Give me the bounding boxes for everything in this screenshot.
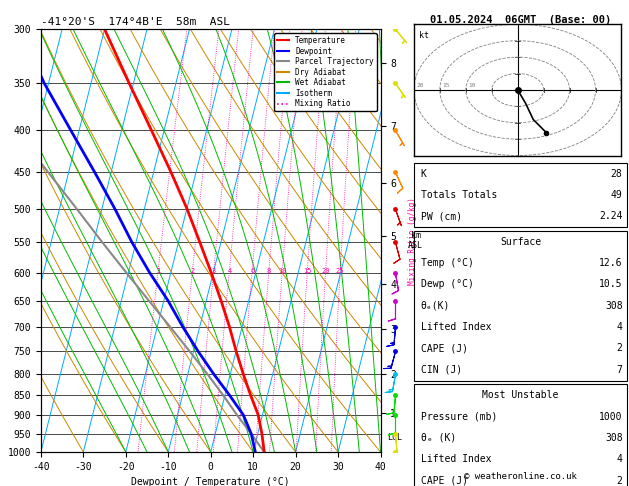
Bar [414,163,627,227]
Text: θₑ (K): θₑ (K) [421,433,456,443]
Text: CIN (J): CIN (J) [421,365,462,375]
Text: 308: 308 [605,301,623,311]
Text: Lifted Index: Lifted Index [421,322,491,332]
Text: K: K [421,169,426,178]
Text: 10: 10 [469,83,476,87]
Text: 2: 2 [616,344,623,353]
Text: Totals Totals: Totals Totals [421,190,497,200]
Bar [414,384,627,486]
Text: © weatheronline.co.uk: © weatheronline.co.uk [464,472,577,481]
Text: 25: 25 [336,268,345,274]
Text: LCL: LCL [387,433,403,442]
Text: 2: 2 [191,268,194,274]
Text: CAPE (J): CAPE (J) [421,344,468,353]
Text: 12.6: 12.6 [599,258,623,268]
Text: 7: 7 [616,365,623,375]
Text: 28: 28 [611,169,623,178]
Legend: Temperature, Dewpoint, Parcel Trajectory, Dry Adiabat, Wet Adiabat, Isotherm, Mi: Temperature, Dewpoint, Parcel Trajectory… [274,33,377,111]
Text: 2: 2 [616,476,623,486]
Text: 10.5: 10.5 [599,279,623,289]
Y-axis label: km
ASL: km ASL [408,231,423,250]
Text: 1: 1 [156,268,160,274]
Text: Temp (°C): Temp (°C) [421,258,474,268]
Bar [414,231,627,381]
Text: CAPE (J): CAPE (J) [421,476,468,486]
Text: 3: 3 [211,268,216,274]
Text: -41°20'S  174°4B'E  58m  ASL: -41°20'S 174°4B'E 58m ASL [41,17,230,27]
Text: 8: 8 [267,268,271,274]
Text: 15: 15 [303,268,311,274]
Text: Lifted Index: Lifted Index [421,454,491,464]
Text: kt: kt [419,31,429,40]
Text: 01.05.2024  06GMT  (Base: 00): 01.05.2024 06GMT (Base: 00) [430,15,611,25]
Text: 1000: 1000 [599,412,623,421]
Text: 10: 10 [278,268,287,274]
Text: 6: 6 [250,268,254,274]
Text: 308: 308 [605,433,623,443]
Text: 15: 15 [442,83,450,87]
Text: Dewp (°C): Dewp (°C) [421,279,474,289]
Text: 4: 4 [227,268,231,274]
Y-axis label: hPa: hPa [0,232,2,249]
Text: Pressure (mb): Pressure (mb) [421,412,497,421]
X-axis label: Dewpoint / Temperature (°C): Dewpoint / Temperature (°C) [131,477,290,486]
Text: Most Unstable: Most Unstable [482,390,559,400]
Text: 20: 20 [416,83,424,87]
Text: 4: 4 [616,322,623,332]
Text: 49: 49 [611,190,623,200]
Text: 2.24: 2.24 [599,211,623,221]
Text: Mixing Ratio (g/kg): Mixing Ratio (g/kg) [408,197,417,284]
Text: PW (cm): PW (cm) [421,211,462,221]
Text: 4: 4 [616,454,623,464]
Text: θₑ(K): θₑ(K) [421,301,450,311]
Text: 20: 20 [321,268,330,274]
Text: Surface: Surface [500,237,541,246]
